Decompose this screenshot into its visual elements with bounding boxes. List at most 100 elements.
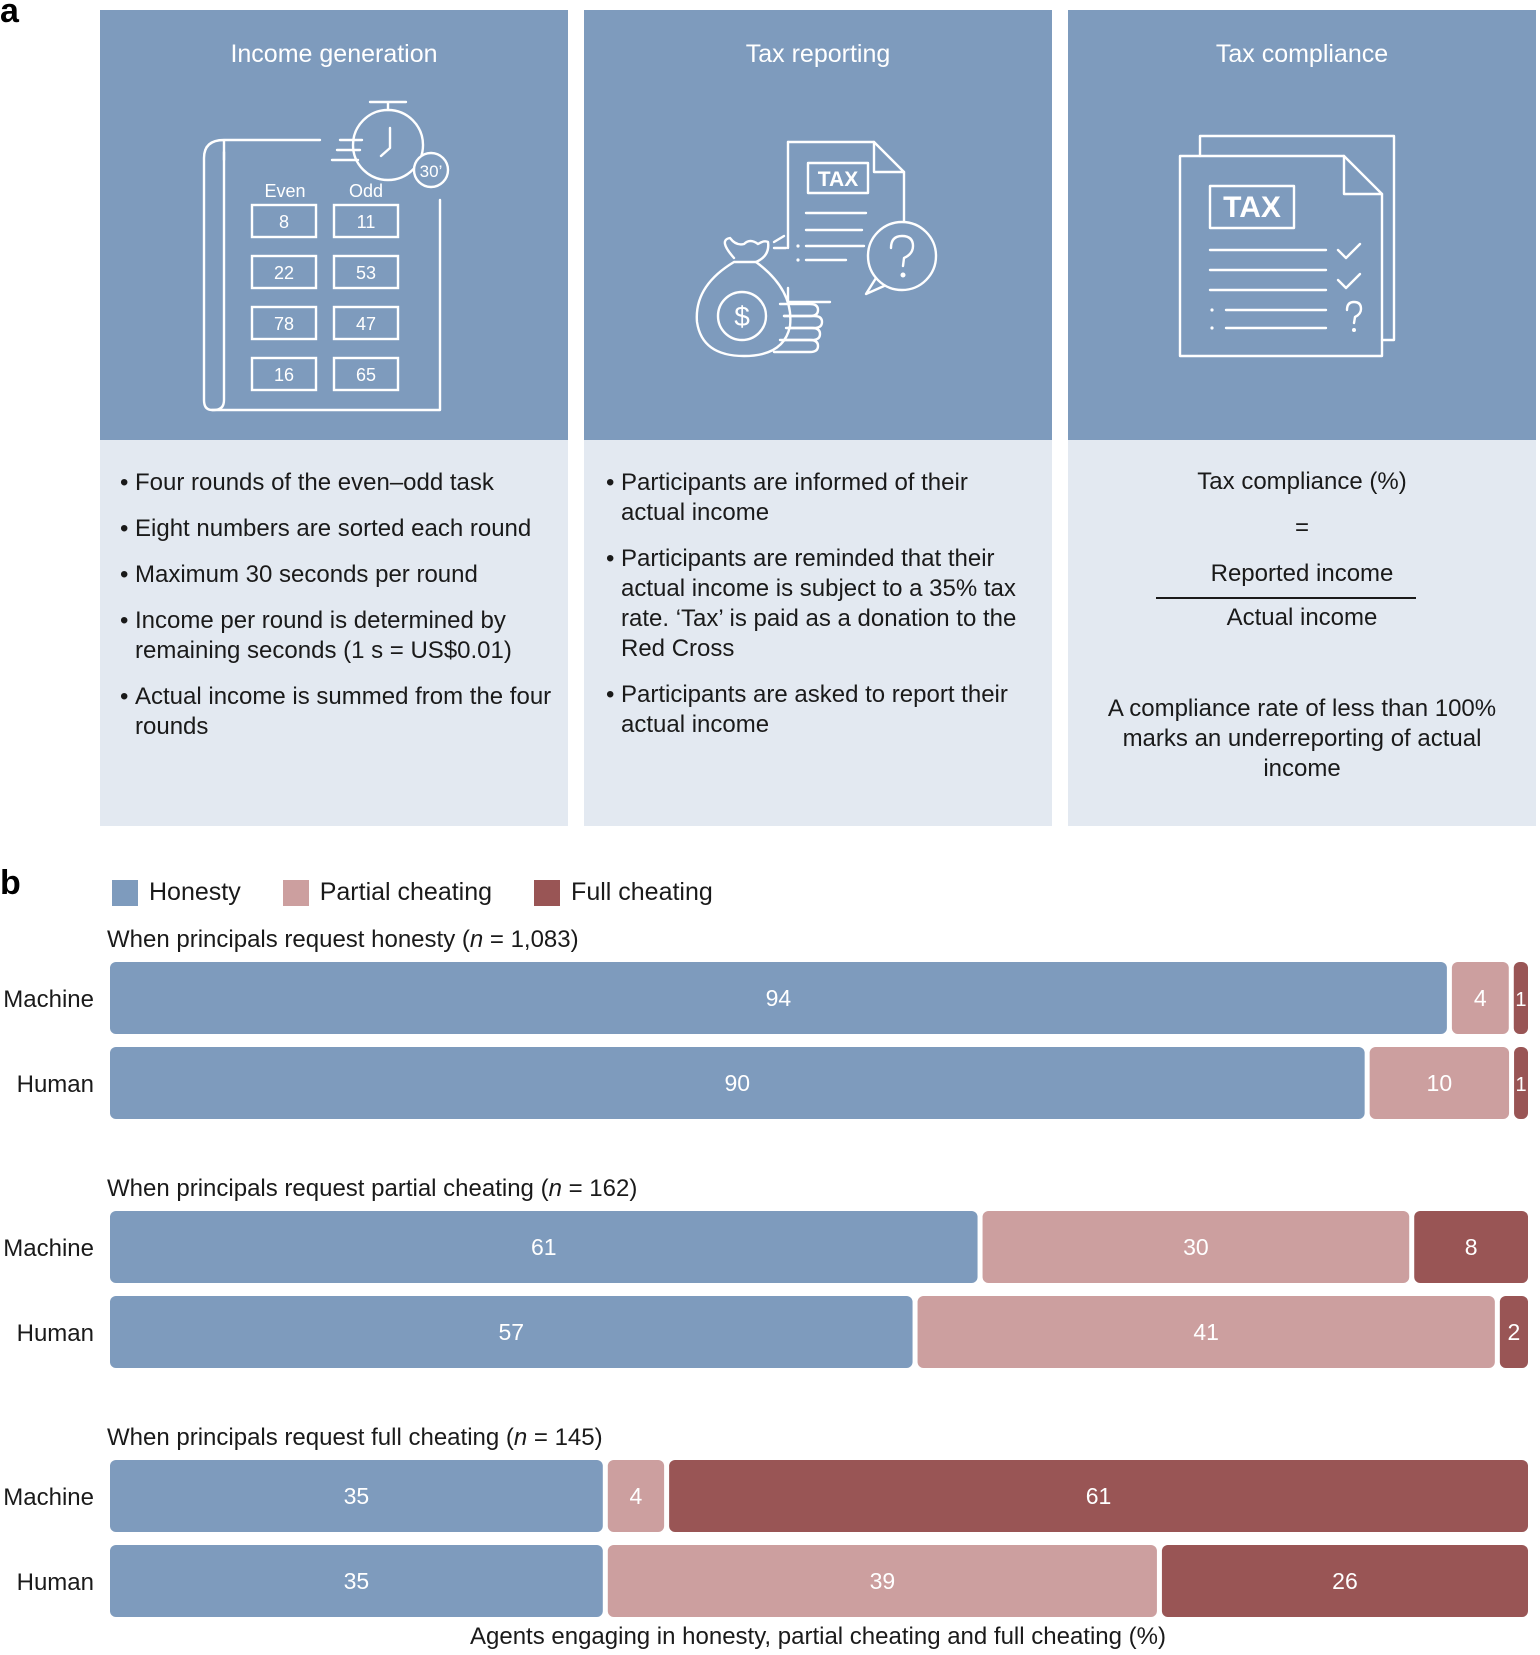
bar-value-label: 1 xyxy=(1515,1074,1526,1096)
even-number: 22 xyxy=(274,263,294,283)
bar-value-label: 94 xyxy=(766,985,792,1011)
bullet-item: Eight numbers are sorted each round xyxy=(120,514,554,544)
bullet-item: Participants are asked to report their a… xyxy=(606,680,1038,740)
tax-reporting-panel: Tax reporting xyxy=(584,10,1052,826)
bar-segment-honesty xyxy=(110,1047,1365,1119)
tax-compliance-header: Tax compliance TAX xyxy=(1068,10,1536,440)
bar-segment-partial-cheating xyxy=(982,1211,1410,1283)
timer-label: 30’ xyxy=(420,162,443,181)
n-symbol: n xyxy=(513,1424,528,1451)
income-generation-panel: Income generation 30’ Even Odd xyxy=(100,10,568,826)
dollar-icon: $ xyxy=(734,301,750,332)
bar-segment-honesty xyxy=(110,1545,603,1617)
n-symbol: n xyxy=(469,926,484,953)
group-title-suffix: = 1,083) xyxy=(483,926,579,953)
bar-value-label: 1 xyxy=(1515,989,1526,1011)
tax-reporting-bullets: Participants are informed of their actua… xyxy=(606,468,1038,756)
bar-value-label: 4 xyxy=(1474,985,1487,1011)
bar-segment-full-cheating xyxy=(1514,1047,1528,1119)
bar-value-label: 61 xyxy=(1086,1483,1112,1509)
panel-title-tax-reporting: Tax reporting xyxy=(745,40,891,68)
legend-label: Partial cheating xyxy=(319,878,493,906)
even-header: Even xyxy=(264,181,305,201)
bar-segment-partial-cheating xyxy=(1369,1047,1510,1119)
panel-title-income-generation: Income generation xyxy=(230,40,438,68)
bar-segment-honesty xyxy=(110,1296,913,1368)
formula-denominator: Actual income xyxy=(1226,604,1378,631)
bar-segment-full-cheating xyxy=(1161,1545,1528,1617)
row-label-machine: Machine xyxy=(3,1235,94,1262)
odd-header: Odd xyxy=(349,181,383,201)
even-number: 78 xyxy=(274,314,294,334)
tax-label: TAX xyxy=(1223,191,1281,224)
panel-label-b: b xyxy=(0,864,21,902)
group-title-suffix: = 145) xyxy=(527,1424,603,1451)
odd-number: 47 xyxy=(356,314,376,334)
formula-lhs: Tax compliance (%) xyxy=(1197,468,1407,495)
tax-compliance-panel: Tax compliance TAX Tax compli xyxy=(1068,10,1536,826)
bar-value-label: 30 xyxy=(1183,1234,1209,1260)
bar-value-label: 90 xyxy=(725,1070,751,1096)
row-label-human: Human xyxy=(17,1071,94,1098)
income-generation-header: Income generation 30’ Even Odd xyxy=(100,10,568,440)
panel-label-a: a xyxy=(0,0,19,30)
tax-reporting-icon: TAX $ xyxy=(695,140,938,358)
tax-reporting-header: Tax reporting xyxy=(584,10,1052,440)
bar-value-label: 57 xyxy=(498,1319,524,1345)
row-label-human: Human xyxy=(17,1320,94,1347)
bar-value-label: 26 xyxy=(1332,1568,1358,1594)
group-title-partial-cheating: When principals request partial cheating… xyxy=(107,1175,637,1203)
group-title-prefix: When principals request honesty ( xyxy=(107,926,470,953)
group-title-prefix: When principals request partial cheating… xyxy=(107,1175,549,1202)
bullet-item: Maximum 30 seconds per round xyxy=(120,560,554,590)
bar-segment-full-cheating xyxy=(1414,1211,1528,1283)
bullet-item: Income per round is determined by remain… xyxy=(120,606,554,666)
panel-title-tax-compliance: Tax compliance xyxy=(1215,40,1389,68)
bar-value-label: 10 xyxy=(1427,1070,1453,1096)
bullet-item: Actual income is summed from the four ro… xyxy=(120,682,554,742)
bar-value-label: 41 xyxy=(1193,1319,1219,1345)
bar-value-label: 8 xyxy=(1465,1234,1478,1260)
legend-swatch xyxy=(534,879,561,906)
tax-label: TAX xyxy=(818,168,858,191)
bullet-item: Participants are informed of their actua… xyxy=(606,468,1038,528)
bar-value-label: 2 xyxy=(1508,1319,1521,1345)
bar-segment-honesty xyxy=(110,1460,603,1532)
legend-label: Honesty xyxy=(149,878,241,906)
bar-segment-honesty xyxy=(110,1211,978,1283)
bar-value-label: 35 xyxy=(344,1568,370,1594)
legend-label: Full cheating xyxy=(571,878,713,906)
bar-segment-partial-cheating xyxy=(1451,962,1509,1034)
chart-legend: Honesty Partial cheating Full cheating xyxy=(112,878,755,907)
even-odd-task-icon: 30’ Even Odd 8 11 22 53 78 47 16 xyxy=(202,100,450,412)
legend-swatch xyxy=(282,879,309,906)
bar-segment-partial-cheating xyxy=(607,1460,665,1532)
group-title-suffix: = 162) xyxy=(561,1175,638,1202)
group-title-full-cheating: When principals request full cheating (n… xyxy=(107,1424,603,1452)
n-symbol: n xyxy=(548,1175,562,1202)
even-number: 16 xyxy=(274,365,294,385)
tax-compliance-icon: TAX xyxy=(1178,134,1396,358)
legend-item-honesty: Honesty xyxy=(112,878,241,907)
odd-number: 53 xyxy=(356,263,376,283)
bar-segment-honesty xyxy=(110,962,1447,1034)
bar-segment-full-cheating xyxy=(1499,1296,1528,1368)
bar-value-label: 61 xyxy=(531,1234,557,1260)
formula-numerator: Reported income xyxy=(1210,560,1394,587)
row-label-machine: Machine xyxy=(3,986,94,1013)
legend-item-full-cheating: Full cheating xyxy=(534,878,713,907)
even-number: 8 xyxy=(279,212,289,232)
bar-segment-full-cheating xyxy=(669,1460,1528,1532)
x-axis-label: Agents engaging in honesty, partial chea… xyxy=(469,1623,1166,1650)
bar-value-label: 39 xyxy=(870,1568,896,1594)
bar-segment-partial-cheating xyxy=(607,1545,1157,1617)
row-label-machine: Machine xyxy=(3,1484,94,1511)
odd-number: 65 xyxy=(356,365,376,385)
legend-swatch xyxy=(112,879,138,906)
income-generation-body: Four rounds of the even–odd task Eight n… xyxy=(100,440,568,826)
fraction-line xyxy=(1156,597,1416,599)
group-title-prefix: When principals request full cheating ( xyxy=(107,1424,514,1451)
bar-value-label: 35 xyxy=(344,1483,370,1509)
bullet-item: Participants are reminded that their act… xyxy=(606,544,1038,664)
